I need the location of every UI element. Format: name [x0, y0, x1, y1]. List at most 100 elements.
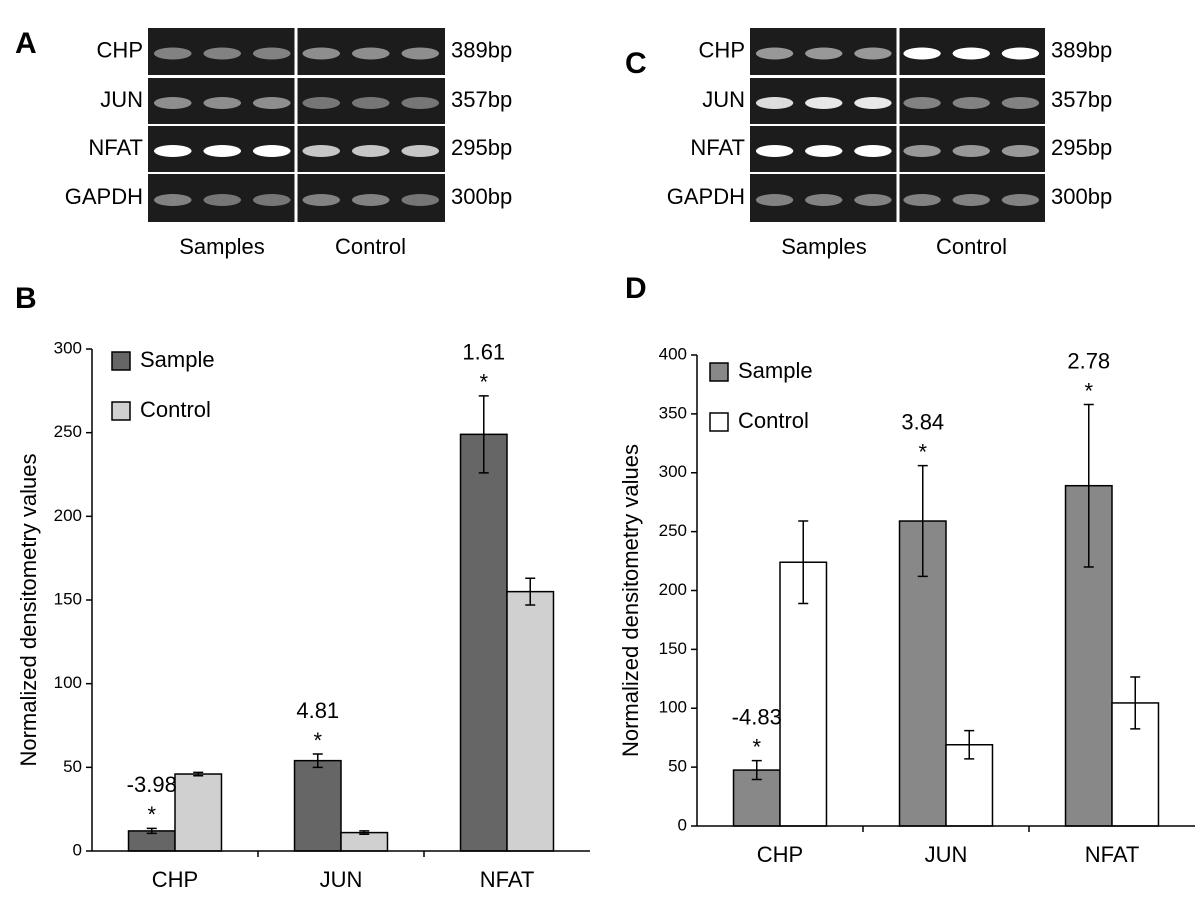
gel-band	[903, 97, 941, 109]
gel-band	[302, 47, 341, 60]
y-tick-label: 50	[668, 757, 687, 776]
group-label: Control	[936, 234, 1007, 259]
panel-letter: B	[15, 282, 37, 315]
bar	[340, 831, 389, 852]
gel-band	[805, 145, 843, 157]
error-bar	[917, 464, 928, 578]
gel-band	[252, 97, 291, 109]
fold-change-label: 1.61	[462, 340, 505, 365]
y-tick-label: 350	[659, 403, 687, 422]
error-bar	[1083, 403, 1094, 568]
gene-label: NFAT	[88, 135, 143, 160]
legend-swatch	[709, 412, 729, 432]
gene-label: JUN	[702, 87, 745, 112]
y-tick-label: 0	[678, 815, 687, 834]
error-bar	[312, 753, 323, 769]
gel-band	[153, 97, 192, 109]
fold-change-label: 4.81	[296, 698, 339, 723]
gel-band	[401, 194, 440, 206]
y-tick-label: 300	[54, 338, 82, 357]
significance-mark: *	[918, 439, 927, 464]
gel-band	[952, 47, 990, 60]
size-label: 357bp	[451, 87, 512, 112]
gel-band	[1001, 145, 1040, 157]
x-tick-label: NFAT	[480, 867, 535, 892]
gel-band	[203, 194, 242, 206]
size-label: 300bp	[1051, 184, 1112, 209]
error-bar	[193, 771, 204, 777]
gel-band	[153, 194, 192, 206]
size-label: 295bp	[451, 135, 512, 160]
x-tick-label: CHP	[757, 842, 803, 867]
gel-band	[755, 194, 794, 206]
error-bar	[798, 520, 809, 605]
legend-label: Sample	[738, 358, 813, 383]
significance-mark: *	[479, 370, 488, 395]
y-tick-label: 250	[54, 422, 82, 441]
significance-mark: *	[752, 734, 761, 759]
error-bar	[751, 759, 762, 781]
gel-band	[952, 145, 990, 157]
gene-label: NFAT	[690, 135, 745, 160]
y-tick-label: 200	[54, 506, 82, 525]
gel-band	[401, 47, 440, 60]
gel-band	[755, 47, 794, 60]
gel-band	[351, 97, 390, 109]
y-tick-label: 400	[659, 344, 687, 363]
gel-band	[252, 145, 291, 157]
panel-letter: A	[15, 27, 37, 60]
fold-change-label: -4.83	[732, 704, 782, 729]
gel-band	[1001, 194, 1040, 206]
size-label: 389bp	[1051, 37, 1112, 62]
x-tick-label: NFAT	[1085, 842, 1140, 867]
gel-band	[351, 145, 390, 157]
gel-band	[153, 47, 192, 60]
significance-mark: *	[313, 728, 322, 753]
y-tick-label: 300	[659, 462, 687, 481]
gel-band	[252, 194, 291, 206]
legend-swatch	[111, 401, 131, 421]
gel-band	[854, 194, 892, 206]
y-tick-label: 150	[54, 589, 82, 608]
x-tick-label: JUN	[925, 842, 968, 867]
gel-band	[302, 194, 341, 206]
gel-band	[854, 97, 892, 109]
gene-label: CHP	[699, 37, 745, 62]
error-bar	[146, 827, 157, 835]
significance-mark: *	[147, 802, 156, 827]
gel-band	[153, 145, 192, 157]
y-tick-label: 50	[63, 757, 82, 776]
gel-band	[755, 145, 794, 157]
legend-label: Sample	[140, 347, 215, 372]
y-axis-label: Normalized densitometry values	[618, 444, 643, 757]
x-tick-label: JUN	[320, 867, 363, 892]
x-tick-label: CHP	[152, 867, 198, 892]
panel-letter: C	[625, 47, 647, 80]
gene-label: GAPDH	[667, 184, 745, 209]
y-tick-label: 100	[659, 698, 687, 717]
error-bar	[478, 395, 489, 474]
gel-band	[755, 97, 794, 109]
gel-band	[252, 47, 291, 60]
legend-swatch	[709, 362, 729, 382]
group-label: Samples	[179, 234, 265, 259]
bar	[459, 433, 508, 852]
gel-band	[805, 97, 843, 109]
gel-band	[854, 145, 892, 157]
gel-band	[351, 194, 390, 206]
y-tick-label: 250	[659, 521, 687, 540]
gel-band	[302, 145, 341, 157]
group-label: Samples	[781, 234, 867, 259]
size-label: 300bp	[451, 184, 512, 209]
y-tick-label: 150	[659, 639, 687, 658]
gel-band	[401, 145, 440, 157]
group-label: Control	[335, 234, 406, 259]
gel-band	[401, 97, 440, 109]
fold-change-label: -3.98	[127, 772, 177, 797]
gel-band	[952, 194, 990, 206]
gel-band	[903, 47, 941, 60]
error-bar	[964, 729, 975, 760]
gel-band	[203, 145, 242, 157]
error-bar	[525, 577, 536, 606]
gel-band	[203, 97, 242, 109]
